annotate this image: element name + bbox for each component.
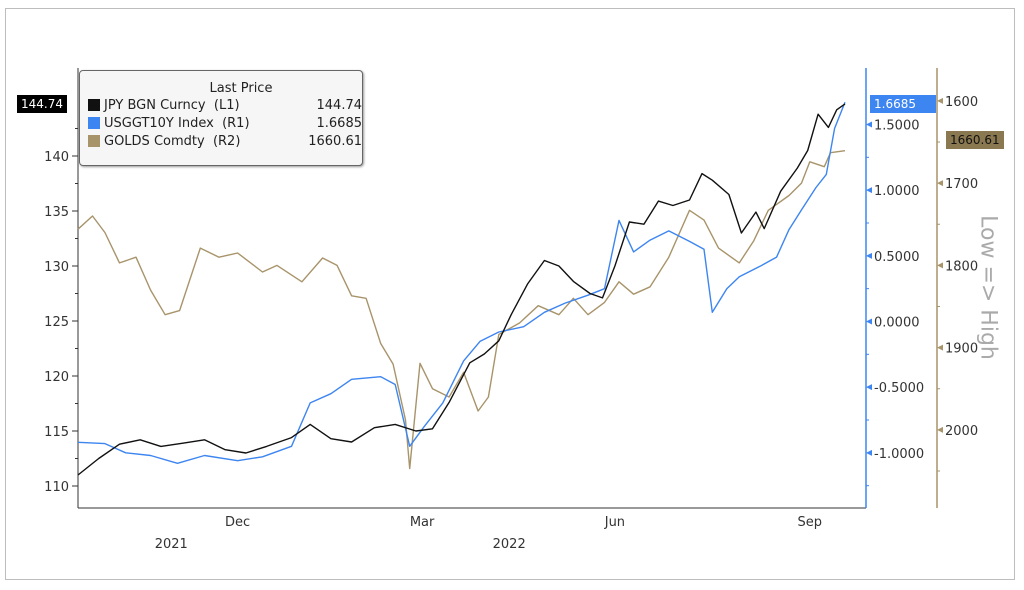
- series-line-jpy: [77, 103, 846, 476]
- r2-tick: [937, 97, 943, 104]
- series-line-usggt10y: [77, 102, 846, 464]
- r2-tick-label: 1700: [945, 177, 978, 192]
- legend-value: 144.74: [316, 97, 363, 113]
- r1-tick-label: 0.5000: [874, 250, 920, 265]
- l1-tick-label: 130: [44, 260, 69, 275]
- legend-value: 1660.61: [308, 133, 362, 149]
- r2-tick: [937, 262, 943, 269]
- year-label: 2021: [155, 537, 188, 552]
- r2-tick-label: 1600: [945, 95, 978, 110]
- legend-name: GOLDS Comdty: [104, 133, 205, 149]
- r1-tick-label: 1.0000: [874, 184, 920, 199]
- legend-swatch: [88, 117, 100, 129]
- x-tick-label: Dec: [225, 515, 250, 530]
- r1-tick-label: -1.0000: [874, 447, 924, 462]
- r1-tick: [866, 121, 872, 128]
- series-line-golds: [77, 150, 846, 470]
- r1-tick-label: -0.5000: [874, 381, 924, 396]
- x-tick-label: Mar: [410, 515, 435, 530]
- legend-name: USGGT10Y Index: [104, 115, 214, 131]
- inverted-axis-label: Low => High: [975, 215, 1001, 360]
- r2-tick: [937, 180, 943, 187]
- r1-tick-label: 0.0000: [874, 315, 920, 330]
- r2-tick-label: 2000: [945, 424, 978, 439]
- legend-name: JPY BGN Curncy: [104, 97, 206, 113]
- legend: Last Price JPY BGN Curncy (L1) 144.74 US…: [79, 70, 363, 166]
- r1-tick: [866, 252, 872, 259]
- r1-tick: [866, 449, 872, 456]
- x-tick-label: Sep: [798, 515, 823, 530]
- legend-item-gold: GOLDS Comdty (R2) 1660.61: [88, 132, 362, 150]
- x-tick-label: Jun: [604, 515, 625, 530]
- usggt10y-last-price-tag: 1.6685: [870, 95, 936, 113]
- r2-tick: [937, 344, 943, 351]
- legend-swatch: [88, 99, 100, 111]
- r1-tick-label: 1.5000: [874, 118, 920, 133]
- l1-tick-label: 125: [44, 315, 69, 330]
- r2-tick-label: 1800: [945, 259, 978, 274]
- year-label: 2022: [493, 537, 526, 552]
- chart-frame: [5, 8, 1015, 580]
- gold-last-price-tag: 1660.61: [946, 131, 1004, 149]
- l1-tick-label: 110: [44, 480, 69, 495]
- r1-tick: [866, 384, 872, 391]
- l1-tick-label: 140: [44, 150, 69, 165]
- legend-item-usggt10y: USGGT10Y Index (R1) 1.6685: [88, 114, 362, 132]
- r1-tick: [866, 318, 872, 325]
- legend-item-jpy: JPY BGN Curncy (L1) 144.74: [88, 96, 362, 114]
- l1-tick-label: 120: [44, 370, 69, 385]
- l1-tick-label: 135: [44, 205, 69, 220]
- r2-tick: [937, 426, 943, 433]
- r1-tick: [866, 187, 872, 194]
- legend-value: 1.6685: [316, 115, 363, 131]
- l1-tick-label: 115: [44, 425, 69, 440]
- jpy-last-price-tag: 144.74: [17, 95, 67, 113]
- legend-swatch: [88, 135, 100, 147]
- r2-tick-label: 1900: [945, 342, 978, 357]
- legend-title: Last Price: [209, 81, 273, 96]
